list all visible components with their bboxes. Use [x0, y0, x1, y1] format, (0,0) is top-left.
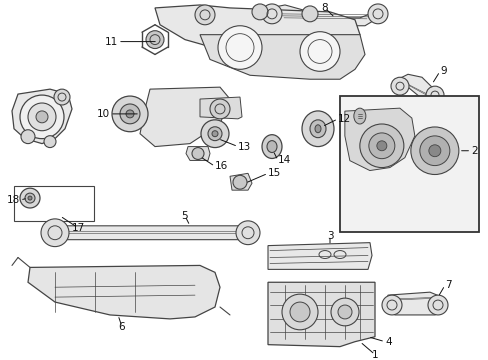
- Ellipse shape: [44, 136, 56, 148]
- Text: 12: 12: [337, 114, 350, 124]
- Text: 17: 17: [71, 223, 84, 233]
- Ellipse shape: [282, 294, 317, 330]
- Ellipse shape: [201, 120, 228, 148]
- Ellipse shape: [419, 136, 449, 166]
- Ellipse shape: [309, 120, 325, 138]
- Ellipse shape: [195, 5, 215, 25]
- Bar: [14, 186, 94, 221]
- Polygon shape: [229, 173, 251, 190]
- Ellipse shape: [36, 111, 48, 123]
- Bar: [339, 96, 478, 232]
- Text: 18: 18: [7, 195, 20, 205]
- Polygon shape: [140, 87, 229, 147]
- Ellipse shape: [359, 124, 403, 167]
- Text: 11: 11: [104, 37, 118, 46]
- Ellipse shape: [299, 32, 339, 71]
- Ellipse shape: [428, 145, 440, 157]
- Text: 4: 4: [384, 337, 391, 347]
- Ellipse shape: [390, 77, 408, 95]
- Ellipse shape: [218, 26, 262, 69]
- Ellipse shape: [262, 135, 282, 158]
- Ellipse shape: [337, 305, 351, 319]
- Polygon shape: [155, 5, 359, 59]
- Ellipse shape: [314, 125, 320, 133]
- Polygon shape: [267, 243, 371, 269]
- Ellipse shape: [302, 6, 317, 22]
- Text: 8: 8: [321, 3, 327, 13]
- Text: 2: 2: [470, 146, 477, 156]
- Polygon shape: [28, 265, 220, 319]
- Ellipse shape: [25, 193, 35, 203]
- Ellipse shape: [266, 141, 276, 153]
- Text: 7: 7: [444, 280, 451, 290]
- Ellipse shape: [232, 175, 246, 189]
- Text: 10: 10: [97, 109, 110, 119]
- Ellipse shape: [353, 108, 365, 124]
- Text: 6: 6: [119, 322, 125, 332]
- Ellipse shape: [381, 295, 401, 315]
- Ellipse shape: [146, 31, 163, 49]
- Polygon shape: [200, 97, 242, 119]
- Text: 16: 16: [215, 161, 228, 171]
- Ellipse shape: [126, 110, 134, 118]
- Polygon shape: [185, 147, 209, 161]
- Text: 3: 3: [326, 231, 333, 241]
- Polygon shape: [12, 89, 72, 144]
- Ellipse shape: [236, 221, 260, 245]
- Polygon shape: [397, 74, 439, 101]
- Text: 13: 13: [238, 141, 251, 152]
- Ellipse shape: [330, 298, 358, 326]
- Ellipse shape: [289, 302, 309, 322]
- Polygon shape: [344, 108, 414, 171]
- Text: 1: 1: [371, 350, 378, 360]
- Ellipse shape: [367, 4, 387, 24]
- Ellipse shape: [21, 130, 35, 144]
- Ellipse shape: [28, 196, 32, 200]
- Ellipse shape: [368, 133, 394, 159]
- Ellipse shape: [251, 4, 267, 20]
- Polygon shape: [269, 5, 379, 26]
- Polygon shape: [267, 282, 374, 347]
- Ellipse shape: [302, 111, 333, 147]
- Ellipse shape: [207, 127, 222, 141]
- Polygon shape: [48, 226, 254, 240]
- Ellipse shape: [410, 127, 458, 175]
- Ellipse shape: [376, 141, 386, 151]
- Ellipse shape: [41, 219, 69, 247]
- Ellipse shape: [120, 104, 140, 124]
- Ellipse shape: [54, 89, 70, 105]
- Ellipse shape: [20, 95, 64, 139]
- Text: 5: 5: [182, 211, 188, 221]
- Ellipse shape: [192, 148, 203, 159]
- Ellipse shape: [427, 295, 447, 315]
- Ellipse shape: [262, 4, 282, 24]
- Text: 15: 15: [267, 168, 281, 178]
- Ellipse shape: [28, 103, 56, 131]
- Polygon shape: [385, 292, 444, 315]
- Text: 14: 14: [278, 156, 291, 166]
- Ellipse shape: [212, 131, 218, 137]
- Polygon shape: [200, 35, 364, 79]
- Ellipse shape: [209, 99, 229, 119]
- Ellipse shape: [112, 96, 148, 132]
- Ellipse shape: [20, 188, 40, 208]
- Text: 9: 9: [439, 66, 446, 76]
- Ellipse shape: [425, 86, 443, 104]
